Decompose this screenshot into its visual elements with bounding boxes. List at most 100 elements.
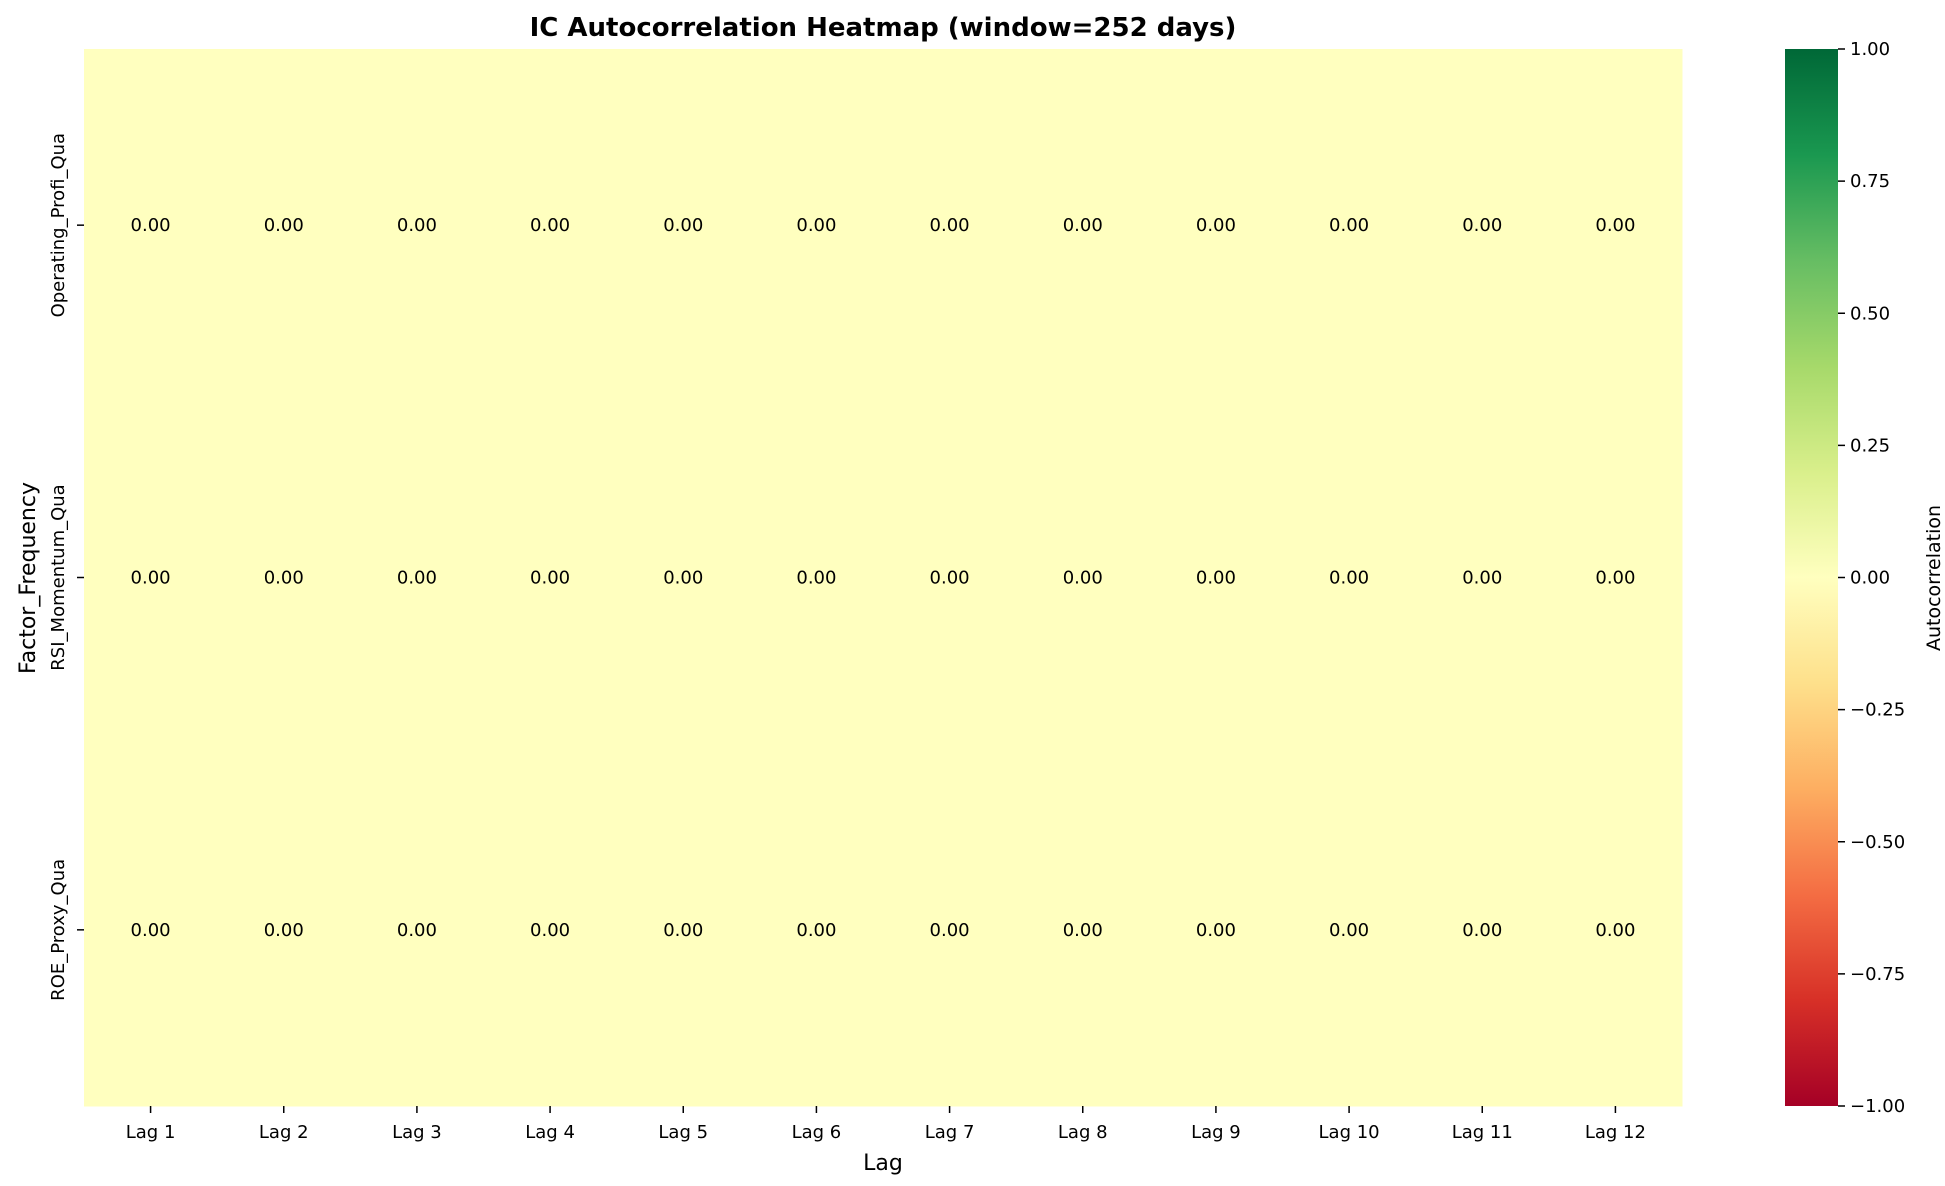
x-tick-label: Lag 2 xyxy=(259,1122,309,1143)
cell-value-label: 0.00 xyxy=(663,920,703,941)
colorbar-tick-label: −1.00 xyxy=(1850,1096,1905,1117)
heatmap-cell xyxy=(749,401,884,755)
colorbar-ticks: 1.00 0.75 0.50 0.25 0.00 −0.25 −0.50 −0.75 −1.00 xyxy=(1838,39,1905,1117)
chart-title: IC Autocorrelation Heatmap (window=252 d… xyxy=(530,13,1237,43)
x-tick-label: Lag 3 xyxy=(392,1122,442,1143)
colorbar-tick-label: −0.50 xyxy=(1850,832,1905,853)
heatmap-cell xyxy=(1282,401,1417,755)
cell-value-label: 0.00 xyxy=(1595,215,1635,236)
x-tick-label: Lag 6 xyxy=(792,1122,842,1143)
heatmap-cell xyxy=(1016,401,1150,755)
colorbar-tick-label: −0.75 xyxy=(1850,964,1905,985)
cell-value-label: 0.00 xyxy=(1595,568,1635,589)
heatmap-cell xyxy=(749,49,884,402)
heatmap-cell xyxy=(84,401,218,755)
colorbar-tick-label: 0.50 xyxy=(1850,303,1890,324)
x-tick-label: Lag 10 xyxy=(1319,1122,1380,1143)
cell-value-label: 0.00 xyxy=(1329,920,1369,941)
x-tick-label: Lag 11 xyxy=(1452,1122,1513,1143)
cell-value-label: 0.00 xyxy=(1063,920,1103,941)
heatmap-cell-labels: 0.00 0.00 0.00 0.00 0.00 0.00 0.00 0.00 0.00 0.00… xyxy=(131,215,1636,941)
heatmap-cell xyxy=(350,49,484,402)
cell-value-label: 0.00 xyxy=(530,215,570,236)
cell-value-label: 0.00 xyxy=(1329,568,1369,589)
heatmap-cell xyxy=(883,49,1017,402)
heatmap-cell xyxy=(1016,49,1150,402)
heatmap-cell xyxy=(1548,753,1683,1107)
heatmap-cell xyxy=(1415,49,1550,402)
cell-value-label: 0.00 xyxy=(796,568,836,589)
heatmap-cell xyxy=(749,753,884,1107)
cell-value-label: 0.00 xyxy=(1063,215,1103,236)
cell-value-label: 0.00 xyxy=(930,920,970,941)
cell-value-label: 0.00 xyxy=(131,920,171,941)
heatmap-cell xyxy=(84,753,218,1107)
heatmap-cell xyxy=(1149,401,1283,755)
cell-value-label: 0.00 xyxy=(1462,568,1502,589)
heatmap-cell xyxy=(84,49,218,402)
heatmap-cell xyxy=(883,753,1017,1107)
x-tick-label: Lag 7 xyxy=(925,1122,975,1143)
colorbar-label: Autocorrelation xyxy=(1923,505,1945,651)
y-axis-ticks: Operating_Profi_Qua RSI_Momentum_Qua ROE_P… xyxy=(48,133,84,1001)
cell-value-label: 0.00 xyxy=(930,215,970,236)
heatmap-cell xyxy=(217,753,351,1107)
cell-value-label: 0.00 xyxy=(397,215,437,236)
cell-value-label: 0.00 xyxy=(264,920,304,941)
y-axis-label: Factor_Frequency xyxy=(16,482,41,674)
colorbar xyxy=(1785,49,1838,1106)
colorbar-tick-label: 1.00 xyxy=(1850,39,1890,60)
cell-value-label: 0.00 xyxy=(131,568,171,589)
cell-value-label: 0.00 xyxy=(264,568,304,589)
heatmap-cells xyxy=(84,49,1683,1107)
cell-value-label: 0.00 xyxy=(1196,568,1236,589)
heatmap-cell xyxy=(616,49,751,402)
colorbar-tick-label: 0.75 xyxy=(1850,171,1890,192)
cell-value-label: 0.00 xyxy=(796,920,836,941)
x-tick-label: Lag 5 xyxy=(658,1122,708,1143)
cell-value-label: 0.00 xyxy=(663,568,703,589)
cell-value-label: 0.00 xyxy=(1462,920,1502,941)
heatmap-cell xyxy=(616,753,751,1107)
heatmap-cell xyxy=(350,753,484,1107)
cell-value-label: 0.00 xyxy=(796,215,836,236)
x-tick-label: Lag 4 xyxy=(525,1122,575,1143)
heatmap-cell xyxy=(483,753,618,1107)
heatmap-cell xyxy=(1415,753,1550,1107)
cell-value-label: 0.00 xyxy=(1462,215,1502,236)
cell-value-label: 0.00 xyxy=(530,568,570,589)
heatmap-cell xyxy=(350,401,484,755)
cell-value-label: 0.00 xyxy=(1595,920,1635,941)
heatmap-cell xyxy=(883,401,1017,755)
cell-value-label: 0.00 xyxy=(930,568,970,589)
x-tick-label: Lag 8 xyxy=(1058,1122,1108,1143)
cell-value-label: 0.00 xyxy=(1196,215,1236,236)
heatmap-cell xyxy=(616,401,751,755)
x-tick-label: Lag 1 xyxy=(126,1122,176,1143)
cell-value-label: 0.00 xyxy=(663,215,703,236)
heatmap-cell xyxy=(1282,49,1417,402)
heatmap-cell xyxy=(483,401,618,755)
cell-value-label: 0.00 xyxy=(264,215,304,236)
cell-value-label: 0.00 xyxy=(131,215,171,236)
heatmap-cell xyxy=(217,49,351,402)
y-tick-label: ROE_Proxy_Qua xyxy=(48,859,69,1001)
colorbar-tick-label: 0.00 xyxy=(1850,568,1890,589)
heatmap-cell xyxy=(1016,753,1150,1107)
cell-value-label: 0.00 xyxy=(397,920,437,941)
heatmap-cell xyxy=(217,401,351,755)
y-tick-label: RSI_Momentum_Qua xyxy=(48,484,69,670)
y-tick-label: Operating_Profi_Qua xyxy=(48,133,69,318)
heatmap-cell xyxy=(1149,49,1283,402)
cell-value-label: 0.00 xyxy=(1196,920,1236,941)
cell-value-label: 0.00 xyxy=(1329,215,1369,236)
heatmap-cell xyxy=(1415,401,1550,755)
cell-value-label: 0.00 xyxy=(397,568,437,589)
colorbar-tick-label: −0.25 xyxy=(1850,700,1905,721)
heatmap-cell xyxy=(1548,49,1683,402)
heatmap-cell xyxy=(1149,753,1283,1107)
heatmap-cell xyxy=(1548,401,1683,755)
x-tick-label: Lag 9 xyxy=(1191,1122,1241,1143)
